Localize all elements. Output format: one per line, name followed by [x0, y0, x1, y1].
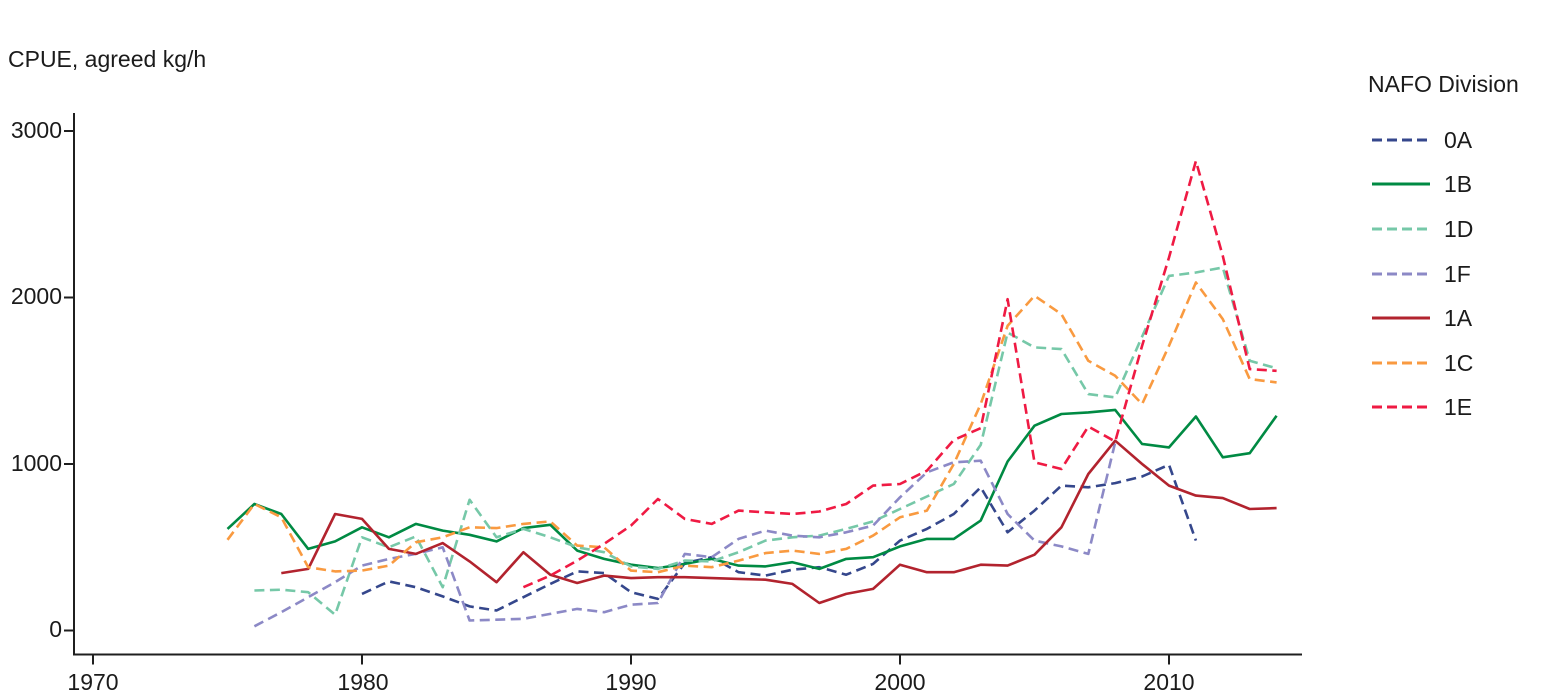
- legend-item-1f: 1F: [1370, 261, 1471, 287]
- legend-item-0a: 0A: [1370, 127, 1472, 153]
- y-tick-label: 3000: [10, 117, 62, 143]
- legend-swatch-line: [1372, 138, 1430, 142]
- y-tick-label: 2000: [10, 283, 62, 309]
- legend-swatch-line: [1372, 361, 1430, 365]
- series-line-0a: [361, 463, 1198, 612]
- series-line-1e: [522, 159, 1277, 589]
- series-line-1c: [226, 281, 1277, 574]
- legend-label: 0A: [1444, 127, 1473, 153]
- legend-swatch-line: [1372, 227, 1430, 231]
- x-tick-label: 1990: [605, 669, 657, 695]
- chart-legend: NAFO Division 0A 1B 1D 1F 1A 1C 1E: [1368, 0, 1548, 700]
- legend-label: 1C: [1444, 350, 1474, 376]
- legend-label: 1A: [1444, 305, 1473, 331]
- legend-label: 1E: [1444, 394, 1473, 420]
- series-line-1a: [281, 439, 1277, 605]
- x-tick-label: 2010: [1143, 669, 1195, 695]
- chart-title: CPUE, agreed kg/h: [8, 46, 207, 72]
- legend-item-1a: 1A: [1370, 305, 1472, 331]
- y-tick-label: 0: [49, 616, 62, 642]
- legend-swatch-line: [1372, 272, 1430, 276]
- legend-swatch-line: [1372, 316, 1430, 320]
- x-tick-label: 1980: [337, 669, 389, 695]
- legend-label: 1D: [1444, 216, 1474, 242]
- series-line-1d: [254, 266, 1277, 617]
- legend-title: NAFO Division: [1368, 71, 1519, 97]
- x-tick-label: 1970: [67, 669, 119, 695]
- x-tick-label: 2000: [874, 669, 926, 695]
- series-line-1b: [226, 408, 1278, 571]
- legend-label: 1F: [1444, 261, 1471, 287]
- legend-item-1b: 1B: [1370, 171, 1472, 197]
- legend-label: 1B: [1444, 171, 1473, 197]
- legend-swatch-line: [1372, 182, 1430, 186]
- legend-item-1c: 1C: [1370, 350, 1473, 376]
- y-tick-label: 1000: [10, 450, 62, 476]
- legend-item-1e: 1E: [1370, 394, 1472, 420]
- legend-swatch-line: [1372, 405, 1430, 409]
- legend-item-1d: 1D: [1370, 216, 1473, 242]
